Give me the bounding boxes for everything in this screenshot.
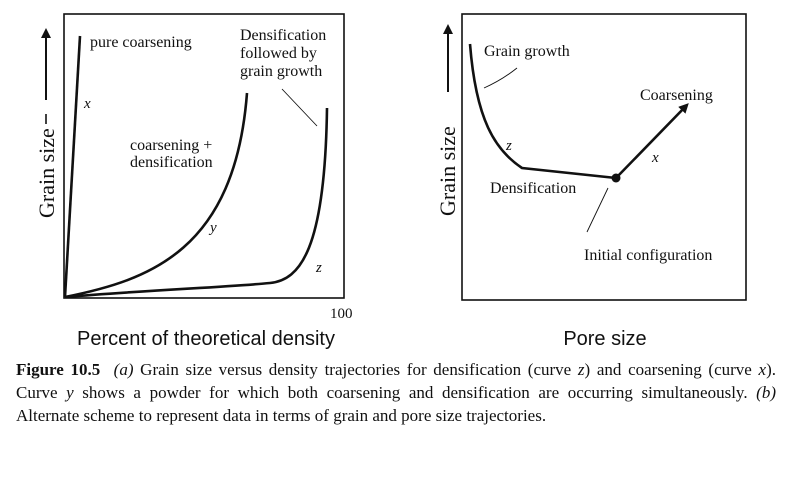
panel-b-initial-leader <box>586 187 609 233</box>
caption-x: x <box>758 360 767 379</box>
panel-b-initial-point <box>611 173 621 183</box>
curve-z-label-line1: Densification <box>240 27 326 44</box>
curve-x-label: pure coarsening <box>90 34 192 51</box>
curve-z-leader-line <box>281 88 318 127</box>
panel-b-frame <box>461 13 747 301</box>
panel-b-initial-label: Initial configuration <box>584 247 712 264</box>
panel-b-densification-label: Densification <box>490 180 576 197</box>
figure-diagrams: Grain size pure coarsening x coarsening … <box>34 13 747 350</box>
panel-b-coarsening-label: Coarsening <box>640 87 713 104</box>
curve-z-letter: z <box>315 260 322 276</box>
caption-part-a: (a) <box>113 360 134 379</box>
caption-text-3: ). Curve <box>16 360 776 402</box>
curve-z-label-line2: followed by <box>240 45 317 62</box>
panel-b-curve-z <box>468 43 617 180</box>
panel-b-coarsening-arrow <box>615 103 689 179</box>
curve-x <box>63 35 82 298</box>
panel-b-x-axis-label: Pore size <box>563 328 646 350</box>
panel-b-y-axis-label: Grain size <box>435 126 460 216</box>
caption-y: y <box>66 383 74 402</box>
curve-z <box>64 107 329 299</box>
caption-text-5: Alternate scheme to represent data in te… <box>16 406 547 425</box>
figure-caption: Figure 10.5 (a) Grain size versus densit… <box>16 358 776 427</box>
panel-b-grain-growth-leader <box>483 67 518 89</box>
curve-y-label-line1: coarsening + <box>130 137 212 154</box>
panel-b-z-letter: z <box>505 138 512 154</box>
panel-a-x-tick-100: 100 <box>330 306 353 322</box>
caption-part-b: (b) <box>756 383 776 402</box>
panel-a-frame <box>63 13 345 299</box>
curve-x-letter: x <box>83 96 91 112</box>
panel-b-x-letter: x <box>651 150 659 166</box>
caption-z: z <box>577 360 585 379</box>
panel-b: Grain size Grain growth z Densification … <box>435 13 747 350</box>
curve-y <box>64 92 249 299</box>
curve-z-label-line3: grain growth <box>240 63 322 80</box>
panel-a: Grain size pure coarsening x coarsening … <box>34 13 353 350</box>
caption-text-4: shows a powder for which both coarsening… <box>73 383 757 402</box>
curve-y-letter: y <box>208 220 217 236</box>
caption-text-2: ) and coarsening (curve <box>584 360 759 379</box>
panel-b-grain-growth-label: Grain growth <box>484 43 570 60</box>
panel-a-y-axis-label: Grain size <box>34 128 59 218</box>
curve-y-label-line2: densification <box>130 154 213 171</box>
panel-a-x-axis-label: Percent of theoretical density <box>77 328 335 350</box>
caption-text-1: Grain size versus density trajectories f… <box>133 360 578 379</box>
caption-figure-number: Figure 10.5 <box>16 360 101 379</box>
